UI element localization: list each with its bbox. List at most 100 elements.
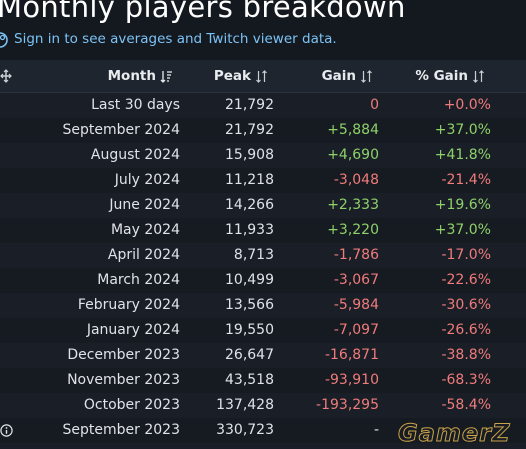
row-peak: 19,550: [225, 322, 274, 338]
row-month: September 2023: [62, 422, 180, 438]
signin-link[interactable]: Sign in to see averages and Twitch viewe…: [14, 31, 337, 47]
row-gain: -5,984: [333, 297, 379, 313]
column-header-gain[interactable]: Gain: [300, 60, 373, 92]
row-icon-slot: [0, 293, 14, 318]
row-gain: +2,333: [327, 197, 379, 213]
row-percent-gain: +19.6%: [434, 197, 491, 213]
row-icon-slot: [0, 393, 14, 418]
column-header-peak-label: Peak: [213, 68, 251, 84]
row-peak: 43,518: [225, 372, 274, 388]
row-month: February 2024: [77, 297, 180, 313]
row-icon-slot: [0, 318, 14, 343]
row-icon-slot: [0, 93, 14, 118]
row-gain: -1,786: [333, 247, 379, 263]
row-peak: 330,723: [216, 422, 274, 438]
sort-icon: [360, 69, 373, 83]
row-gain: -193,295: [316, 397, 379, 413]
row-peak: 11,218: [225, 172, 274, 188]
row-gain: -3,048: [333, 172, 379, 188]
row-percent-gain: +37.0%: [434, 122, 491, 138]
row-icon-slot: [0, 193, 14, 218]
row-month: January 2024: [86, 322, 180, 338]
table-row: June 2024 14,266 +2,333 +19.6%: [0, 193, 526, 218]
row-month: May 2024: [110, 222, 180, 238]
row-gain: -3,067: [333, 272, 379, 288]
row-gain: 0: [370, 97, 379, 113]
row-percent-gain: +37.0%: [434, 222, 491, 238]
row-percent-gain: -21.4%: [441, 172, 491, 188]
table-row: March 2024 10,499 -3,067 -22.6%: [0, 268, 526, 293]
row-peak: 10,499: [225, 272, 274, 288]
row-peak: 13,566: [225, 297, 274, 313]
row-icon-slot: [0, 143, 14, 168]
watermark-logo: GamerZ: [397, 419, 511, 448]
column-header-peak[interactable]: Peak: [200, 60, 268, 92]
row-icon-slot: [0, 343, 14, 368]
column-header-month[interactable]: Month: [60, 60, 173, 92]
row-percent-gain: -68.3%: [441, 372, 491, 388]
row-peak: 14,266: [225, 197, 274, 213]
row-gain: -16,871: [324, 347, 379, 363]
table-header: Month Peak Gain: [0, 60, 526, 93]
row-month: June 2024: [109, 197, 180, 213]
table-row: October 2023 137,428 -193,295 -58.4%: [0, 393, 526, 418]
info-icon[interactable]: [0, 418, 14, 443]
row-percent-gain: +41.8%: [434, 147, 491, 163]
row-icon-slot: [0, 243, 14, 268]
sort-icon: [472, 69, 485, 83]
sort-descending-icon: [160, 70, 173, 83]
table-row: Last 30 days 21,792 0 +0.0%: [0, 93, 526, 118]
row-gain: +4,690: [327, 147, 379, 163]
steam-icon: [0, 30, 9, 48]
table-body: Last 30 days 21,792 0 +0.0% September 2024 21…: [0, 93, 526, 443]
table-row: April 2024 8,713 -1,786 -17.0%: [0, 243, 526, 268]
row-peak: 21,792: [225, 97, 274, 113]
row-peak: 8,713: [233, 247, 274, 263]
signin-notice: Sign in to see averages and Twitch viewe…: [0, 30, 337, 48]
row-month: December 2023: [67, 347, 180, 363]
row-peak: 11,933: [225, 222, 274, 238]
row-month: September 2024: [62, 122, 180, 138]
column-header-percent-gain-label: % Gain: [415, 68, 468, 84]
row-month: August 2024: [90, 147, 180, 163]
page-title: Monthly players breakdown: [0, 0, 406, 24]
row-gain: +5,884: [327, 122, 379, 138]
row-percent-gain: -30.6%: [441, 297, 491, 313]
table-row: July 2024 11,218 -3,048 -21.4%: [0, 168, 526, 193]
column-header-gain-label: Gain: [321, 68, 356, 84]
row-percent-gain: -38.8%: [441, 347, 491, 363]
row-percent-gain: +0.0%: [443, 97, 491, 113]
table-row: August 2024 15,908 +4,690 +41.8%: [0, 143, 526, 168]
table-row: December 2023 26,647 -16,871 -38.8%: [0, 343, 526, 368]
row-peak: 137,428: [216, 397, 274, 413]
table-row: February 2024 13,566 -5,984 -30.6%: [0, 293, 526, 318]
row-month: July 2024: [114, 172, 180, 188]
row-peak: 15,908: [225, 147, 274, 163]
drag-handle-icon[interactable]: [0, 60, 14, 92]
table-row: May 2024 11,933 +3,220 +37.0%: [0, 218, 526, 243]
column-header-percent-gain[interactable]: % Gain: [400, 60, 485, 92]
row-percent-gain: -58.4%: [441, 397, 491, 413]
table-row: January 2024 19,550 -7,097 -26.6%: [0, 318, 526, 343]
row-gain: -7,097: [333, 322, 379, 338]
row-month: November 2023: [67, 372, 180, 388]
row-gain: -93,910: [324, 372, 379, 388]
table-row: September 2023 330,723 -: [0, 418, 526, 443]
row-icon-slot: [0, 168, 14, 193]
players-table: Month Peak Gain: [0, 60, 526, 449]
table-row: September 2024 21,792 +5,884 +37.0%: [0, 118, 526, 143]
row-gain: -: [373, 422, 379, 438]
row-icon-slot: [0, 368, 14, 393]
row-percent-gain: -22.6%: [441, 272, 491, 288]
row-percent-gain: -26.6%: [441, 322, 491, 338]
row-percent-gain: -17.0%: [441, 247, 491, 263]
row-month: Last 30 days: [91, 97, 180, 113]
row-icon-slot: [0, 218, 14, 243]
column-header-month-label: Month: [107, 68, 156, 84]
row-gain: +3,220: [327, 222, 379, 238]
table-row: November 2023 43,518 -93,910 -68.3%: [0, 368, 526, 393]
row-month: April 2024: [107, 247, 180, 263]
row-icon-slot: [0, 118, 14, 143]
row-month: March 2024: [97, 272, 180, 288]
